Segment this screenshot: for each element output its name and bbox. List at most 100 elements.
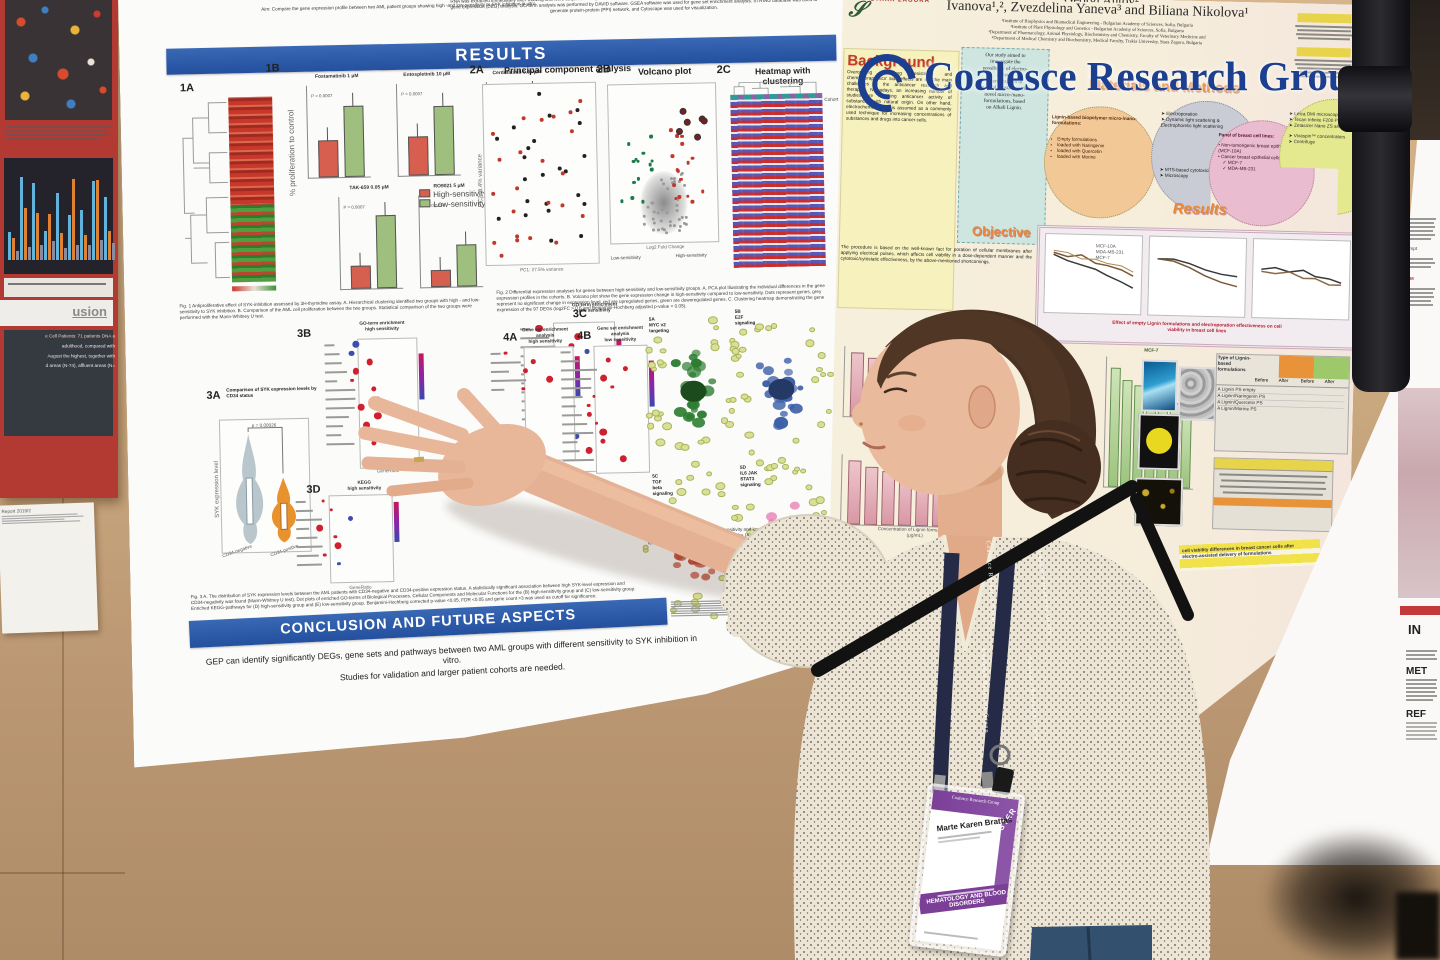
legend-swatch-low (419, 199, 430, 207)
aml-poster: Aim: Compare the gene expression profile… (118, 0, 869, 768)
dotplot-dot (330, 508, 333, 511)
volcano-point-red (678, 195, 682, 199)
pca-point (581, 213, 585, 217)
wood-seam (0, 872, 125, 874)
pca-point (500, 253, 504, 257)
dark-corner (1408, 0, 1440, 140)
month-bar-small (52, 241, 55, 260)
dotplot-term-label (296, 527, 309, 529)
volcano-point-green (650, 168, 654, 172)
error-whisker (442, 92, 443, 106)
dotplot-term-label (296, 536, 317, 538)
pca-point (518, 151, 522, 155)
bar-chart (8, 168, 115, 260)
volcano-point-grey (669, 224, 672, 227)
thumb (457, 388, 509, 444)
violin-ylabel: SYK expression level (213, 460, 221, 518)
circle2-item: Microscopy (1164, 172, 1189, 179)
error-whisker (465, 231, 466, 245)
pca-point (546, 209, 550, 213)
line-chart-2 (1147, 236, 1247, 318)
pca-point (537, 92, 541, 96)
methods-text: RNA was extracted immediately after thaw… (450, 0, 792, 14)
volcano-point-grey (675, 209, 678, 212)
bar-chart-1b: TAK-659 0.05 μM P = 0.0007 (330, 184, 410, 298)
bag-strap-side (1130, 493, 1194, 621)
pca-point (576, 108, 580, 112)
finger (386, 477, 474, 497)
error-whisker (352, 93, 353, 107)
pca-ylabel: PC2: 8.4% variance (477, 154, 485, 208)
bar-plot: P = 0.0007 (306, 84, 371, 178)
lanyard-clip (933, 774, 946, 792)
pca-point (495, 136, 499, 140)
month-bar-orange (24, 207, 27, 260)
references-heading-fragment: REF (1406, 709, 1426, 720)
conclusion-line: August the highest, together with (47, 353, 116, 359)
dotplot-dot (322, 499, 325, 502)
volcano-point-red (686, 194, 690, 198)
volcano-point-grey (685, 223, 688, 226)
pca-point (522, 116, 526, 120)
coalesce-watermark: Coalesce Research Group (846, 42, 1373, 126)
violin-plot: p = 0.00026 (219, 418, 312, 554)
objective-title: Objective (971, 223, 1031, 240)
month-bar-small (28, 246, 31, 260)
pca-point (549, 239, 553, 243)
circle3-item: MCF-7 (1227, 159, 1243, 166)
legend-swatch-high (419, 189, 430, 197)
presenter (358, 309, 1211, 960)
poster-stand-pole (1352, 0, 1410, 392)
volcano-point-grey (643, 223, 646, 226)
text-column-lower: MET REF (1406, 648, 1440, 742)
pca-point (523, 155, 527, 159)
volcano-point-red (676, 168, 680, 172)
poster-figure-image (1398, 388, 1440, 598)
volcano-point-green (649, 135, 653, 139)
table-header-green (1314, 357, 1350, 380)
lanyard-clip (981, 771, 994, 789)
dotplot-term-label (324, 344, 334, 346)
line-chart-3 (1251, 238, 1351, 320)
lanyard-strap-right (980, 556, 1016, 788)
bar-plot: P = 0.0007 (338, 196, 403, 290)
pca-point (524, 213, 528, 217)
volcano-point-green (627, 142, 631, 146)
heatmap-1a (228, 96, 276, 282)
conclusion-heading-fragment: usion (0, 300, 113, 326)
lips (862, 441, 886, 450)
error-whisker (440, 257, 441, 271)
volcano-title: Volcano plot (637, 65, 692, 77)
pca-point (492, 241, 496, 245)
panel-label-2b: 2B (596, 63, 611, 76)
col-after: After (1278, 377, 1289, 384)
axis-label: % proliferation to control (286, 109, 298, 197)
month-bar-blue (68, 214, 71, 260)
sleeve-ruffle (726, 563, 750, 587)
bag-strap (811, 480, 1139, 677)
month-bar-orange (60, 232, 63, 260)
volcano-plot (607, 82, 719, 244)
section-chip (1297, 13, 1352, 23)
volcano-point-red (691, 200, 695, 204)
lignin-poster: 𝒮 STARA ZAGORA ¹, Georgi Antov², Ivanova… (824, 0, 1363, 784)
dotplot-term-label (297, 545, 323, 548)
volcano-point-red (701, 190, 705, 194)
eyebrow (886, 371, 917, 379)
report-paper: Report 2019/2 (0, 502, 99, 634)
pca-point (529, 236, 533, 240)
volcano-point-grey (662, 182, 665, 185)
methods-heading-fragment: MET (1406, 666, 1428, 677)
error-whisker (384, 202, 385, 216)
volcano-xlabel: Log2 Fold Change (646, 243, 685, 250)
badge-band: HEMATOLOGY AND BLOOD DISORDERS (918, 883, 1015, 915)
pca-point (512, 210, 516, 214)
badge-card: Coalesce Research Group POSTER Marte Kar… (915, 789, 1019, 951)
pca-point (578, 99, 582, 103)
conclusion-line: e Cell Patients: 71 patients DNA a (45, 333, 116, 339)
sleeve-ruffle (726, 613, 750, 637)
finger (361, 456, 467, 474)
conclusion-line: d areas (N-74), affluent areas (N= (45, 363, 116, 369)
bar-1b (343, 106, 364, 177)
